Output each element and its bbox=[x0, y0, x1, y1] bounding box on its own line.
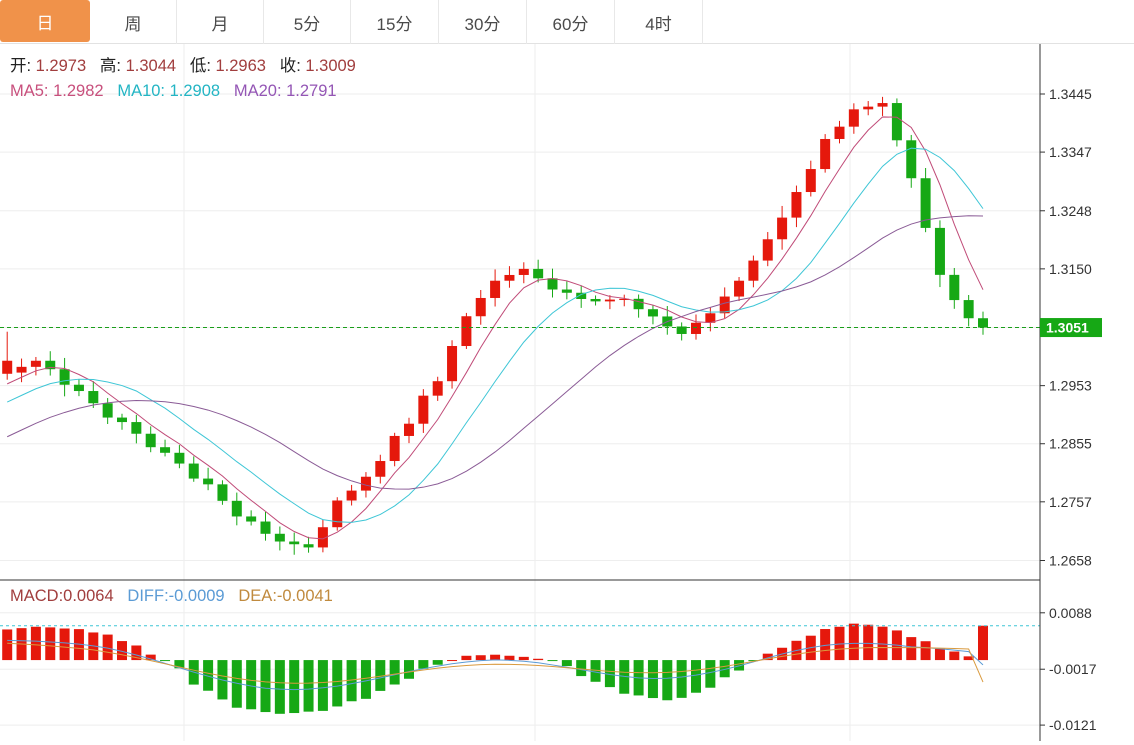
svg-text:1.3051: 1.3051 bbox=[1046, 320, 1089, 336]
svg-text:1.2953: 1.2953 bbox=[1049, 378, 1092, 394]
svg-text:-0.0017: -0.0017 bbox=[1049, 661, 1097, 677]
svg-text:1.3248: 1.3248 bbox=[1049, 203, 1092, 219]
svg-text:1.2855: 1.2855 bbox=[1049, 436, 1092, 452]
svg-text:1.3347: 1.3347 bbox=[1049, 144, 1092, 160]
svg-text:0.0088: 0.0088 bbox=[1049, 605, 1092, 621]
svg-text:1.2658: 1.2658 bbox=[1049, 553, 1092, 569]
svg-text:1.2757: 1.2757 bbox=[1049, 494, 1092, 510]
svg-text:-0.0121: -0.0121 bbox=[1049, 717, 1097, 733]
svg-text:1.3445: 1.3445 bbox=[1049, 86, 1092, 102]
svg-text:1.3150: 1.3150 bbox=[1049, 261, 1092, 277]
